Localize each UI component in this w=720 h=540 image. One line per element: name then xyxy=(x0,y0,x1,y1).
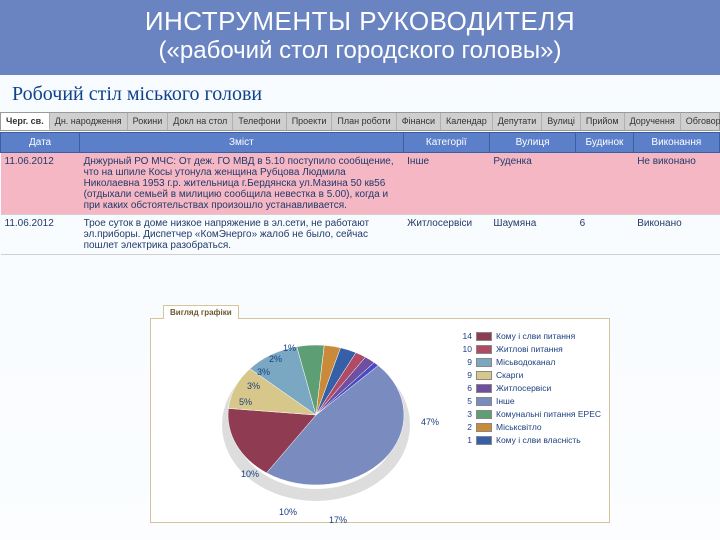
tab-9[interactable]: Депутати xyxy=(493,113,542,130)
col-3: Вулиця xyxy=(489,133,575,153)
legend-item: 3Комунальні питання ЕРЕС xyxy=(458,409,601,419)
tab-2[interactable]: Рокини xyxy=(128,113,169,130)
tab-10[interactable]: Вулиці xyxy=(542,113,581,130)
tabstrip: Черг. св.Дн. народженняРокиниДокл на сто… xyxy=(0,112,720,131)
legend-item: 1Кому і слви власність xyxy=(458,435,601,445)
pct-label: 10% xyxy=(241,469,259,479)
cell: Шаумяна xyxy=(489,215,575,255)
pie-chart xyxy=(221,337,411,517)
pct-label: 47% xyxy=(421,417,439,427)
table-row[interactable]: 11.06.2012Трое суток в доме низкое напря… xyxy=(1,215,720,255)
cell: Руденка xyxy=(489,153,575,215)
col-1: Зміст xyxy=(80,133,404,153)
title-line-2: («рабочий стол городского головы») xyxy=(0,37,720,65)
tab-5[interactable]: Проекти xyxy=(287,113,333,130)
cell: Інше xyxy=(403,153,489,215)
data-table: ДатаЗмістКатегоріїВулицяБудинокВиконання… xyxy=(0,132,720,255)
chart-legend: 14Кому і слви питання 10Житлові питання 9М… xyxy=(458,331,601,448)
pct-label: 2% xyxy=(269,354,282,364)
table-row[interactable]: 11.06.2012Днжурный РО МЧС: От деж. ГО МВ… xyxy=(1,153,720,215)
cell: Житлосервіси xyxy=(403,215,489,255)
col-0: Дата xyxy=(1,133,80,153)
cell: 11.06.2012 xyxy=(1,215,80,255)
tab-8[interactable]: Календар xyxy=(441,113,493,130)
cell: 11.06.2012 xyxy=(1,153,80,215)
legend-item: 6Житлосервіси xyxy=(458,383,601,393)
pct-label: 3% xyxy=(247,381,260,391)
cell: 6 xyxy=(576,215,634,255)
tab-11[interactable]: Прийом xyxy=(581,113,625,130)
cell: Виконано xyxy=(633,215,719,255)
col-4: Будинок xyxy=(576,133,634,153)
tab-13[interactable]: Обговорення xyxy=(681,113,720,130)
tab-12[interactable]: Доручення xyxy=(625,113,681,130)
chart-panel: Вигляд графіки 1%2%3%3%5%10%10%17%47% 14… xyxy=(150,318,610,523)
cell: Днжурный РО МЧС: От деж. ГО МВД в 5.10 п… xyxy=(80,153,404,215)
cell: Не виконано xyxy=(633,153,719,215)
chart-tab[interactable]: Вигляд графіки xyxy=(163,305,239,319)
pct-label: 1% xyxy=(283,343,296,353)
tab-0[interactable]: Черг. св. xyxy=(1,113,50,130)
legend-item: 9Місьводоканал xyxy=(458,357,601,367)
legend-item: 5Інше xyxy=(458,396,601,406)
legend-item: 14Кому і слви питання xyxy=(458,331,601,341)
tab-1[interactable]: Дн. народження xyxy=(50,113,128,130)
pct-label: 3% xyxy=(257,367,270,377)
tab-6[interactable]: План роботи xyxy=(332,113,396,130)
legend-item: 9Скарги xyxy=(458,370,601,380)
col-5: Виконання xyxy=(633,133,719,153)
tab-7[interactable]: Фінанси xyxy=(397,113,441,130)
cell: Трое суток в доме низкое напряжение в эл… xyxy=(80,215,404,255)
header-band: ИНСТРУМЕНТЫ РУКОВОДИТЕЛЯ («рабочий стол … xyxy=(0,0,720,75)
col-2: Категорії xyxy=(403,133,489,153)
tab-3[interactable]: Докл на стол xyxy=(168,113,233,130)
cell xyxy=(576,153,634,215)
pct-label: 5% xyxy=(239,397,252,407)
legend-item: 2Міськсвітло xyxy=(458,422,601,432)
legend-item: 10Житлові питання xyxy=(458,344,601,354)
page-subtitle: Робочий стіл міського голови xyxy=(12,83,720,106)
pct-label: 10% xyxy=(279,507,297,517)
pct-label: 17% xyxy=(329,515,347,525)
tab-4[interactable]: Телефони xyxy=(233,113,286,130)
title-line-1: ИНСТРУМЕНТЫ РУКОВОДИТЕЛЯ xyxy=(0,6,720,37)
